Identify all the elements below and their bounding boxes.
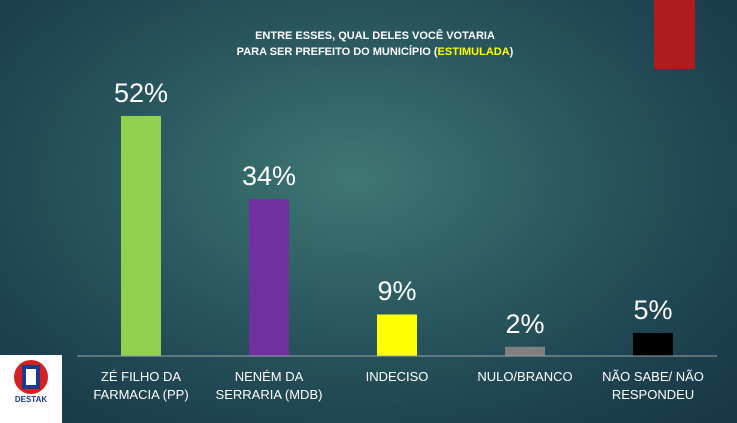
logo: [0, 355, 62, 423]
value-label: 52%: [113, 77, 169, 108]
logo-icon: [14, 360, 48, 394]
value-label: 5%: [633, 294, 673, 325]
x-tick-label: NULO/BRANCO: [477, 369, 573, 384]
x-tick-label: INDECISO: [365, 369, 429, 384]
title-highlight: ESTIMULADA: [437, 46, 510, 58]
bar: [121, 115, 161, 356]
decoration: [654, 0, 695, 69]
x-tick-label: ZÉ FILHO DA FARMACIA (PP): [93, 369, 189, 402]
bar: [633, 332, 673, 356]
value-label: 34%: [241, 161, 297, 192]
value-label: 9%: [377, 276, 417, 307]
bar: [249, 199, 289, 356]
chart-title-line2: PARA SER PREFEITO DO MUNICÍPIO (ESTIMULA…: [150, 46, 600, 58]
x-tick-label: NÃO SABE/ NÃO RESPONDEU: [602, 369, 704, 402]
chart-title: ENTRE ESSES, QUAL DELES VOCÊ VOTARIA: [255, 30, 495, 42]
title-suffix: ): [509, 46, 514, 58]
value-label: 2%: [505, 308, 545, 339]
title-text: PARA SER PREFEITO DO MUNICÍPIO (: [236, 46, 438, 58]
logo-text: DESTAK: [14, 395, 48, 404]
x-tick-label: NENÉM DA SERRARIA (MDB): [215, 369, 323, 402]
bar: [505, 346, 545, 356]
bar: [377, 314, 417, 356]
